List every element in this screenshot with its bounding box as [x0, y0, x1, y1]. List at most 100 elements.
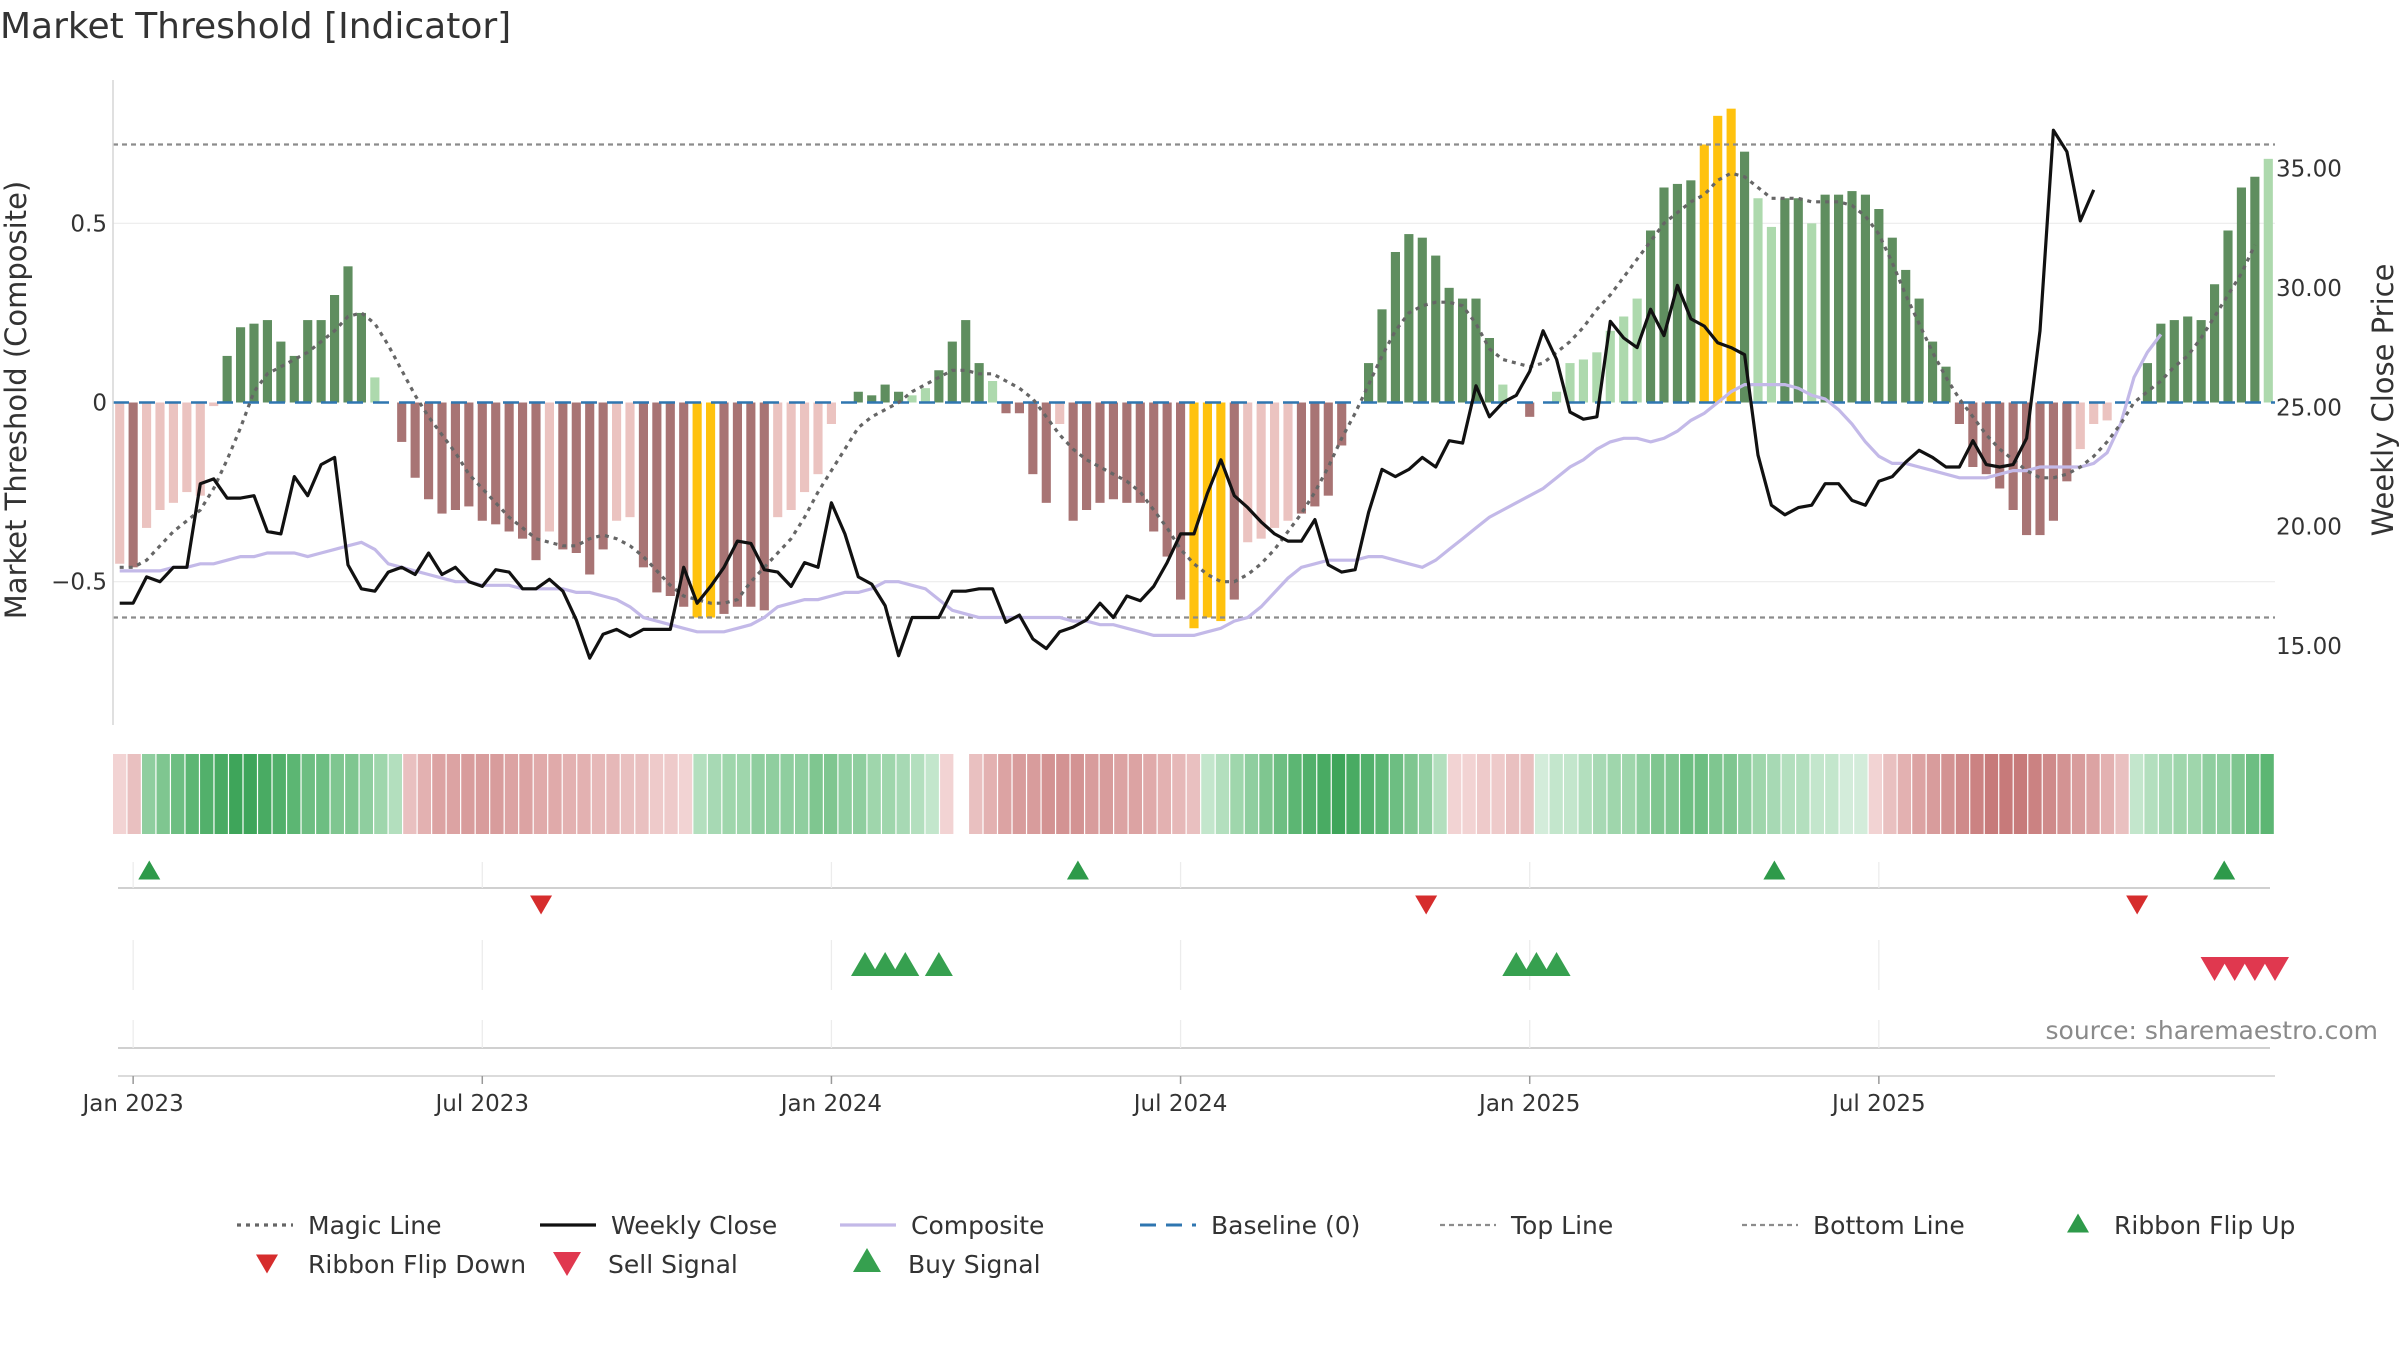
ribbon-cell	[1447, 754, 1462, 834]
composite-bar	[612, 402, 622, 521]
ribbon-cell	[649, 754, 664, 834]
ribbon-cell	[1244, 754, 1259, 834]
ribbon-flip-down-marker	[1415, 895, 1438, 915]
composite-bar	[477, 402, 487, 521]
composite-bar	[544, 402, 554, 532]
sell-signal-marker	[2261, 956, 2289, 982]
composite-bar	[1176, 402, 1186, 600]
ribbon-flip-down-marker	[530, 895, 553, 915]
ribbon-cell	[1549, 754, 1563, 834]
x-tick-label: Jan 2024	[779, 1091, 882, 1117]
composite-bar	[397, 402, 407, 442]
y-axis-right-label: Weekly Close Price	[2366, 264, 2400, 537]
composite-bar	[1807, 223, 1817, 403]
composite-bar	[1149, 402, 1159, 532]
legend-label: Composite	[911, 1211, 1044, 1240]
composite-bar	[934, 370, 944, 403]
composite-bar	[168, 402, 178, 503]
ribbon-flip-up-marker	[2213, 860, 2236, 880]
axes: 0.5 0 −0.5 35.00 30.00 25.00 20.00 15.00	[51, 80, 2342, 725]
ribbon-cell	[1317, 754, 1331, 834]
composite-bar	[1256, 402, 1266, 539]
composite-bar	[1216, 402, 1226, 622]
ribbon-cell	[214, 754, 228, 834]
ribbon-cell	[1578, 754, 1592, 834]
composite-bar	[1525, 402, 1535, 417]
ribbon-cell	[403, 754, 417, 834]
ribbon-cell	[113, 754, 127, 834]
y-left-tick-label: 0	[92, 391, 107, 417]
composite-bar	[1162, 402, 1172, 557]
ribbon-cell	[330, 754, 344, 834]
legend-label: Sell Signal	[608, 1250, 738, 1279]
composite-bar	[1431, 255, 1441, 403]
ribbon-cell	[693, 754, 707, 834]
ribbon-cell	[2202, 754, 2216, 834]
ribbon-cell	[664, 754, 678, 834]
ribbon-cell	[1854, 754, 1868, 834]
ribbon-cell	[1926, 754, 1941, 834]
composite-bar	[370, 377, 380, 403]
ribbon-cell	[1941, 754, 1955, 834]
ribbon-cell	[1375, 754, 1389, 834]
composite-bar	[907, 395, 917, 403]
legend-label: Top Line	[1510, 1211, 1613, 1240]
ribbon-cell	[533, 754, 548, 834]
composite-bar	[1458, 298, 1468, 403]
composite-bar	[1135, 402, 1145, 503]
composite-bar	[759, 402, 769, 611]
ribbon-cell	[1099, 754, 1113, 834]
legend-item: Magic Line	[237, 1211, 442, 1240]
ribbon-cell	[809, 754, 823, 834]
composite-bar	[638, 402, 648, 568]
y-right-tick-label: 35.00	[2276, 156, 2342, 182]
composite-bar	[732, 402, 742, 607]
composite-bar	[209, 402, 219, 407]
composite-bar	[1014, 402, 1024, 414]
composite-bar	[773, 402, 783, 518]
composite-bar	[2210, 284, 2220, 403]
composite-bar	[1874, 209, 1884, 403]
composite-bar	[571, 402, 581, 553]
composite-bar	[1310, 402, 1320, 507]
composite-bar	[1108, 402, 1118, 500]
legend-label: Magic Line	[308, 1211, 442, 1240]
composite-bar	[961, 320, 971, 403]
ribbon-cell	[1520, 754, 1534, 834]
composite-bar	[853, 391, 863, 403]
composite-bar	[1068, 402, 1078, 521]
composite-bar	[947, 341, 957, 403]
composite-bar	[867, 395, 877, 403]
ribbon-cell	[2216, 754, 2231, 834]
ribbon-cell	[1825, 754, 1839, 834]
buy-signal-marker	[871, 951, 900, 977]
ribbon-cell	[678, 754, 693, 834]
composite-bar	[1740, 151, 1750, 403]
ribbon-cell	[2028, 754, 2042, 834]
ribbon-cell	[1201, 754, 1215, 834]
ribbon-cell	[1752, 754, 1766, 834]
composite-bar	[1565, 363, 1575, 403]
ribbon-cell	[1288, 754, 1302, 834]
composite-bar	[2142, 363, 2152, 403]
ribbon-cell	[1331, 754, 1346, 834]
sell-signal-marker	[2220, 956, 2249, 982]
ribbon-cell	[1999, 754, 2013, 834]
ribbon-cell	[1970, 754, 1984, 834]
composite-bar	[276, 341, 286, 403]
composite-bar	[464, 402, 474, 507]
ribbon-cell	[127, 754, 141, 834]
buy-signal-marker	[891, 951, 920, 977]
composite-bar	[786, 402, 796, 510]
ribbon-cell	[432, 754, 446, 834]
composite-bar	[356, 312, 366, 403]
composite-bar	[437, 402, 447, 514]
composite-bar	[692, 402, 702, 618]
legend: Magic Line Weekly Close Composite Baseline …	[237, 1211, 2295, 1279]
ribbon-cell	[2057, 754, 2071, 834]
composite-bar	[343, 266, 353, 403]
ribbon-cell	[156, 754, 170, 834]
ribbon-cell	[969, 754, 983, 834]
ribbon-cell	[548, 754, 562, 834]
buy-signal-marker	[924, 951, 953, 977]
